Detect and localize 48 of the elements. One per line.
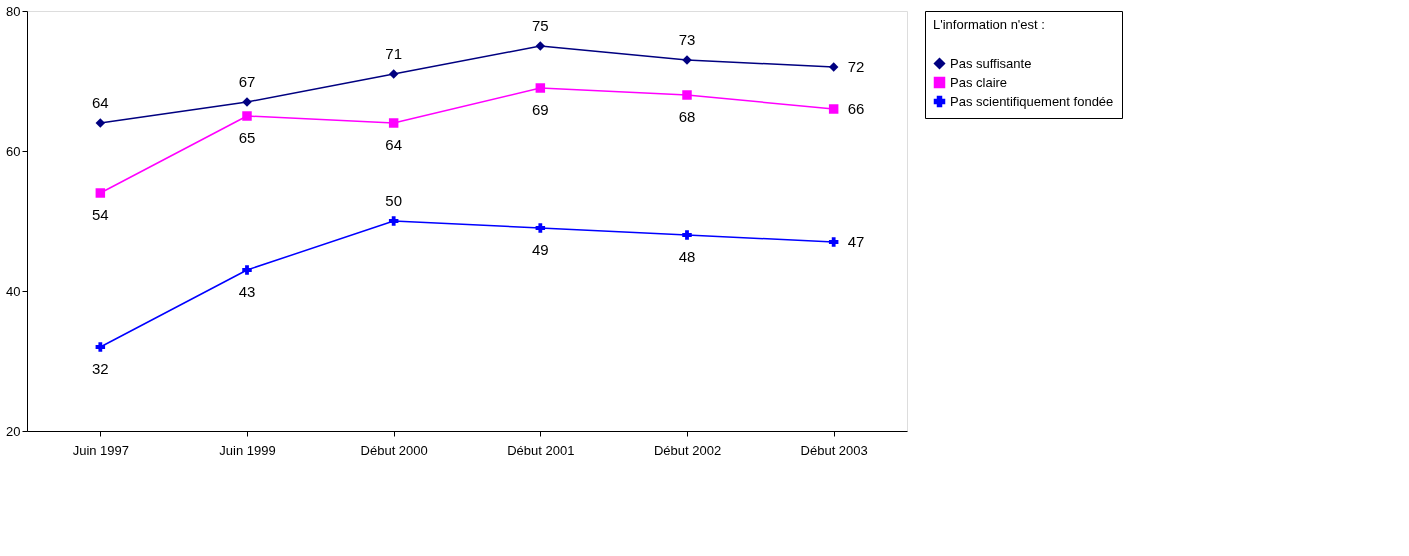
x-tick-label: Début 2001 [507,442,575,458]
point [828,237,839,247]
y-tick-label: 40 [6,283,21,299]
x-tick-label: Juin 1997 [72,442,130,458]
point [828,62,839,72]
x-tick-label: Début 2000 [360,442,428,458]
point [535,223,546,233]
data-label: 66 [847,100,865,117]
y-tick-label: 60 [6,143,21,159]
legend-label: Pas scientifiquement fondée [950,93,1114,109]
point [95,342,106,352]
data-label: 47 [847,233,865,250]
legend-label: Pas claire [950,74,1008,90]
point [388,216,399,226]
data-label: 68 [678,108,696,125]
data-label: 32 [91,360,109,377]
data-label: 43 [238,283,256,300]
y-tick-label: 80 [6,3,21,19]
point [682,90,692,100]
point [242,265,252,275]
x-tick-label: Début 2002 [653,442,722,458]
point [242,111,252,121]
data-label: 69 [531,101,549,118]
point [388,118,399,128]
point [828,104,839,114]
legend-label: Pas suffisante [950,55,1032,71]
legend-title: L'information n'est : [933,17,1045,32]
y-tick-label: 20 [6,423,21,439]
point [535,83,546,93]
data-label: 64 [385,136,403,153]
data-label: 64 [91,94,109,111]
data-label: 54 [91,206,109,223]
data-label: 65 [238,129,256,146]
data-label: 72 [847,58,865,75]
data-label: 49 [531,241,549,258]
data-label: 67 [238,73,256,90]
point [95,118,106,128]
data-label: 73 [678,31,696,48]
data-label: 71 [385,45,403,62]
data-label: 48 [678,248,696,265]
x-tick-label: Début 2003 [800,442,868,458]
x-tick-label: Juin 1999 [219,442,276,458]
point [535,41,546,51]
point [95,188,106,198]
point [388,69,399,79]
data-label: 75 [531,17,549,34]
point [682,230,692,240]
data-label: 50 [385,192,403,209]
